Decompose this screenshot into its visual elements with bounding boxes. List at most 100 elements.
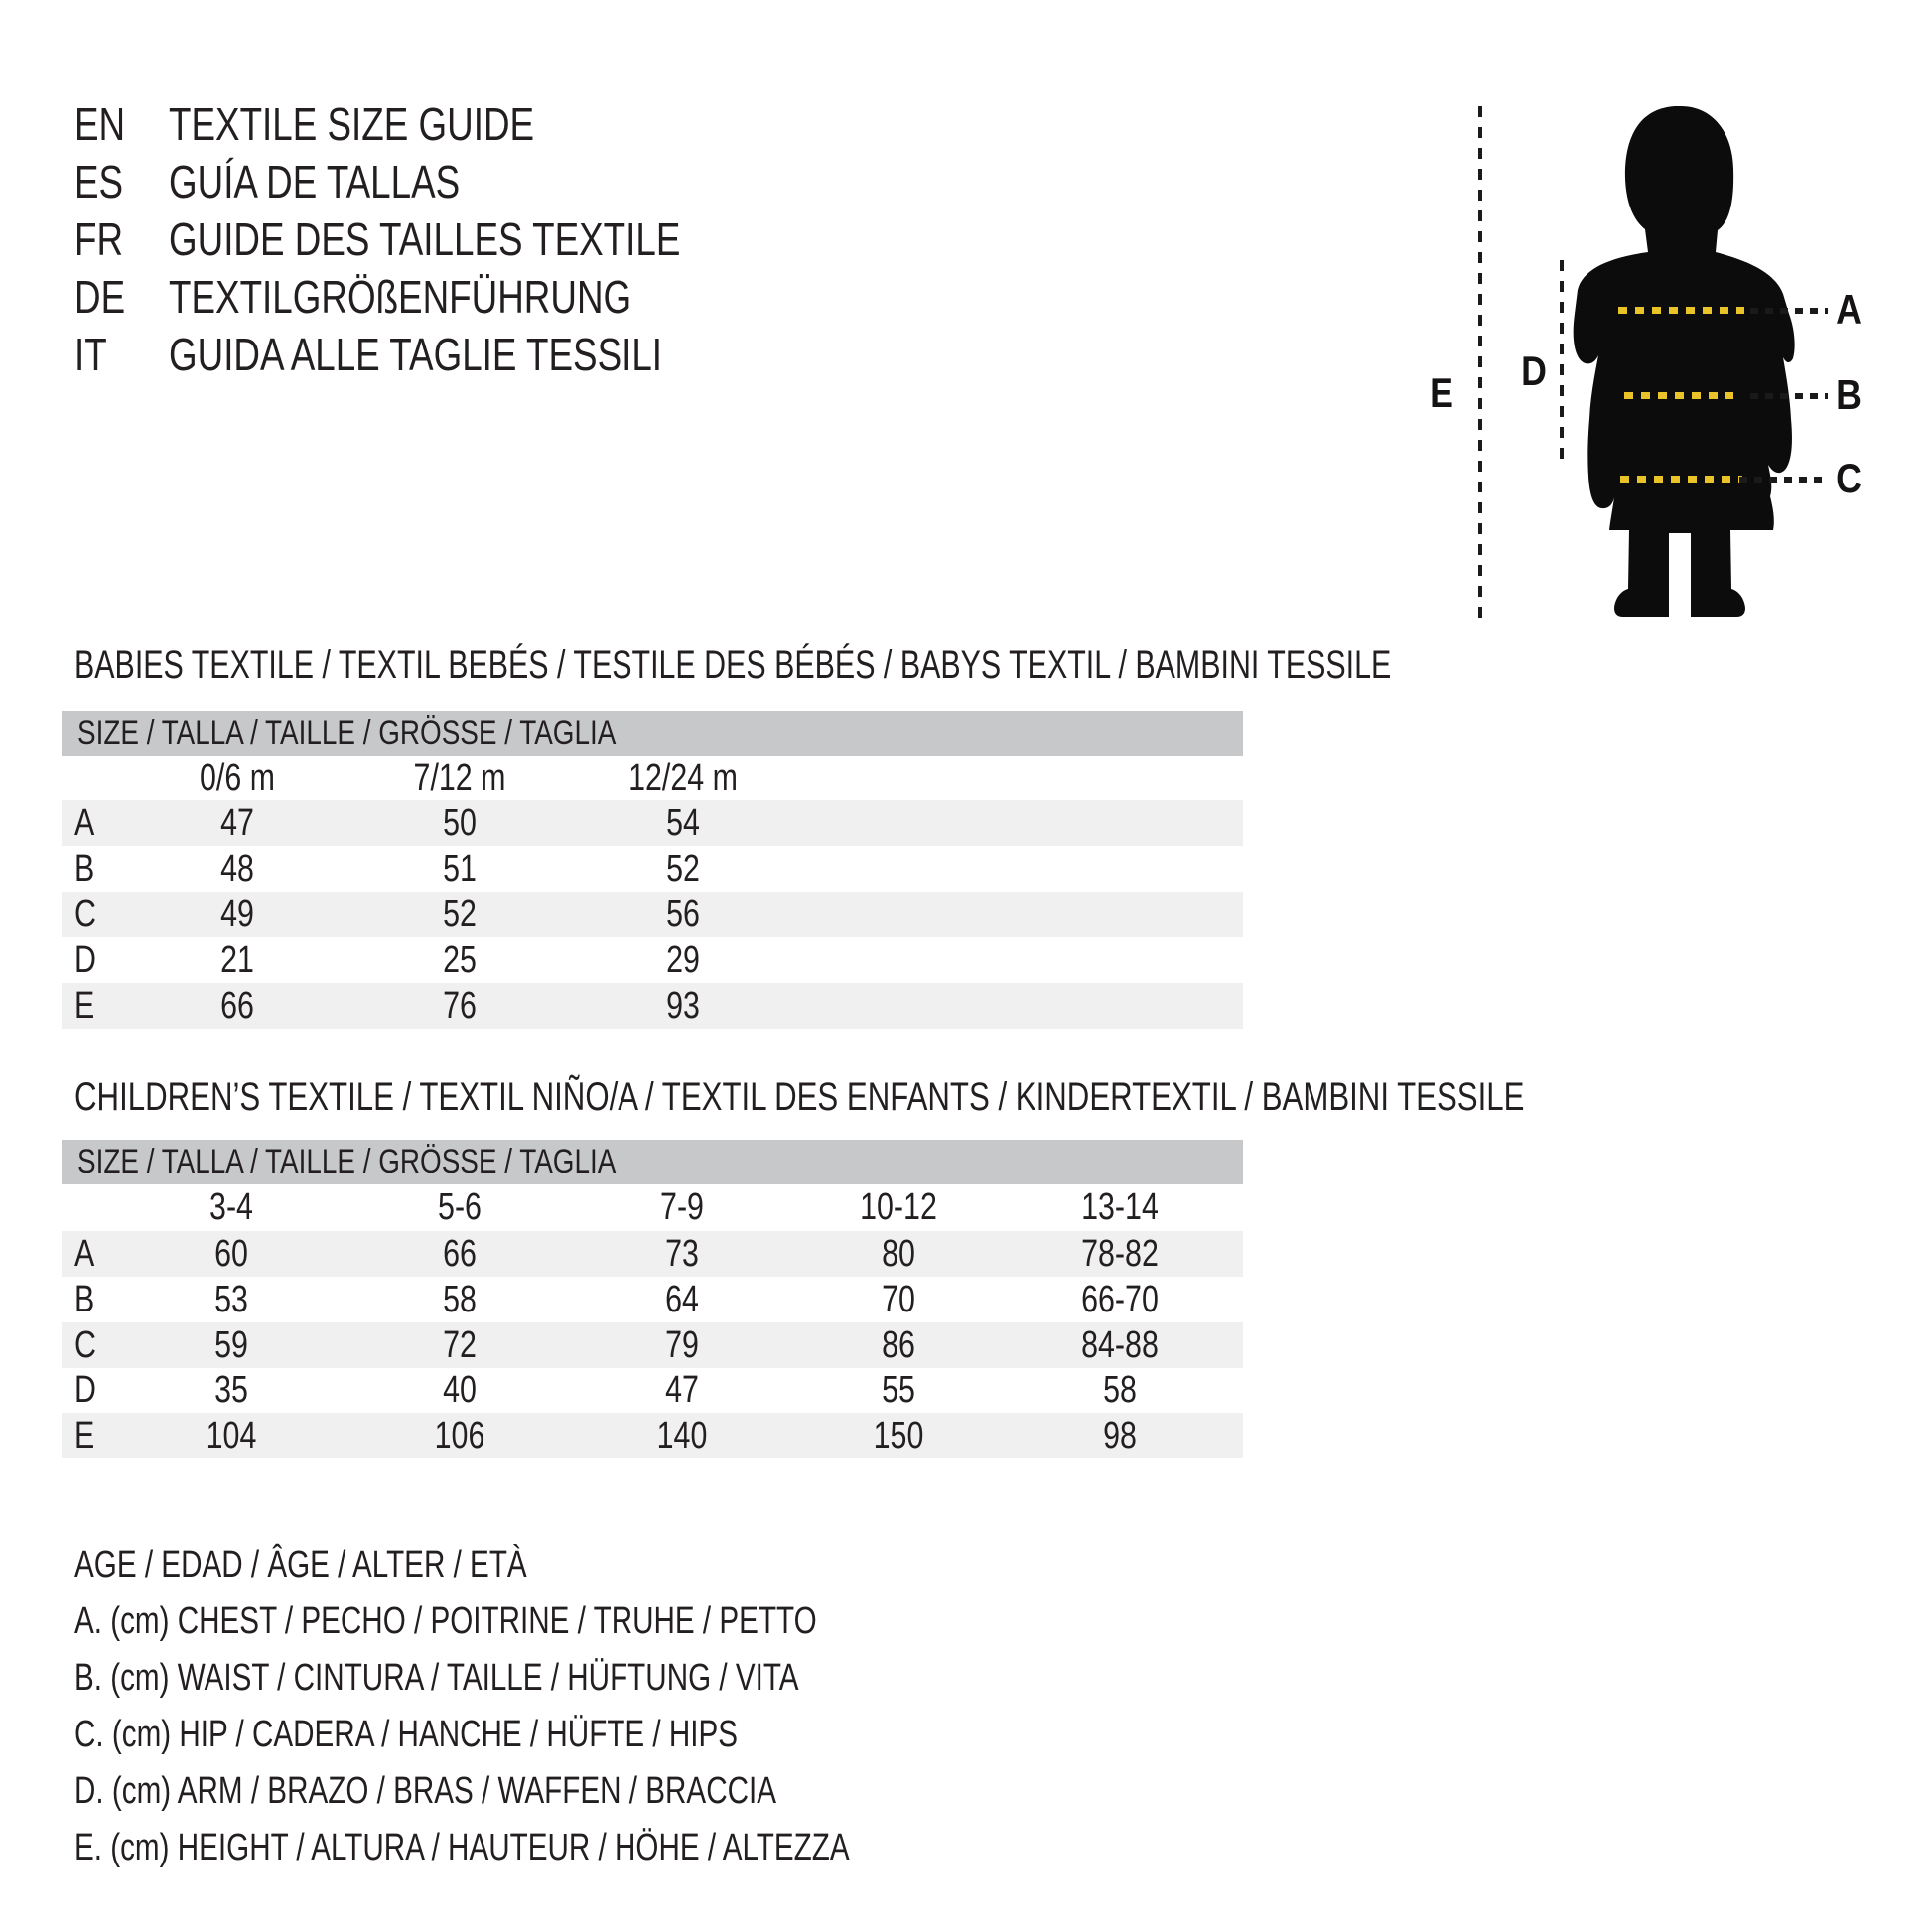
row-label: B [74,1279,95,1320]
guide-title-fr: GUIDE DES TAILLES TEXTILE [169,213,681,265]
marker-label-d: D [1521,347,1547,394]
children-size-bar: SIZE / TALLA / TAILLE / GRÖSSE / TAGLIA [62,1140,1243,1184]
table-value: 78-82 [1081,1233,1159,1275]
table-value: 59 [214,1324,248,1366]
table-value: 49 [220,894,254,935]
language-code: IT [74,329,107,380]
babies-col-7-12m: 7/12 m [413,758,506,799]
table-value: 52 [443,894,477,935]
table-row: A 60 66 73 80 78-82 [62,1231,1243,1277]
waist-leader-line-b [1750,393,1828,399]
table-value: 66 [443,1233,477,1275]
hip-measure-line-c [1620,476,1742,483]
chest-measure-line-a [1618,307,1744,314]
table-value: 58 [443,1279,477,1320]
table-value: 51 [443,848,477,890]
table-value: 40 [443,1369,477,1411]
table-value: 86 [882,1324,915,1366]
table-value: 25 [443,939,477,981]
table-row: E 66 76 93 [62,983,1243,1029]
table-value: 21 [220,939,254,981]
table-value: 56 [666,894,700,935]
legend-arm-line: D. (cm) ARM / BRAZO / BRAS / WAFFEN / BR… [74,1770,777,1812]
babies-size-bar-label: SIZE / TALLA / TAILLE / GRÖSSE / TAGLIA [77,714,617,752]
row-label: D [74,939,96,981]
table-value: 47 [665,1369,699,1411]
table-value: 58 [1103,1369,1137,1411]
table-value: 104 [206,1415,257,1456]
row-label: D [74,1369,96,1411]
row-label: C [74,894,96,935]
children-col-5-6: 5-6 [438,1186,482,1228]
legend-chest-line: A. (cm) CHEST / PECHO / POITRINE / TRUHE… [74,1600,817,1642]
table-value: 79 [665,1324,699,1366]
marker-label-a: A [1836,286,1862,333]
child-silhouette-figure [1573,106,1795,617]
legend-waist-line: B. (cm) WAIST / CINTURA / TAILLE / HÜFTU… [74,1657,799,1699]
row-label: B [74,848,95,890]
table-value: 53 [214,1279,248,1320]
table-row: D 35 40 47 55 58 [62,1367,1243,1413]
children-size-bar-label: SIZE / TALLA / TAILLE / GRÖSSE / TAGLIA [77,1143,617,1180]
children-col-3-4: 3-4 [209,1186,253,1228]
table-value: 52 [666,848,700,890]
guide-title-en: TEXTILE SIZE GUIDE [169,98,535,150]
table-row: D 21 25 29 [62,937,1243,983]
table-value: 72 [443,1324,477,1366]
table-value: 76 [443,985,477,1027]
guide-title-it: GUIDA ALLE TAGLIE TESSILI [169,329,663,380]
marker-label-c: C [1836,455,1862,501]
children-col-7-9: 7-9 [660,1186,704,1228]
table-value: 29 [666,939,700,981]
legend-age-line: AGE / EDAD / ÂGE / ALTER / ETÀ [74,1544,527,1586]
table-value: 84-88 [1081,1324,1159,1366]
guide-title-es: GUÍA DE TALLAS [169,156,461,207]
row-label: E [74,985,95,1027]
table-value: 150 [873,1415,924,1456]
hip-leader-line-c [1739,477,1828,483]
children-col-10-12: 10-12 [860,1186,937,1228]
chest-leader-line-a [1750,308,1828,314]
table-row: A 47 50 54 [62,800,1243,846]
row-label: C [74,1324,96,1366]
legend-hip-line: C. (cm) HIP / CADERA / HANCHE / HÜFTE / … [74,1714,739,1755]
babies-column-header-row: 0/6 m 7/12 m 12/24 m [62,756,1243,801]
table-value: 73 [665,1233,699,1275]
table-value: 47 [220,802,254,844]
babies-section-heading: BABIES TEXTILE / TEXTIL BEBÉS / TESTILE … [74,643,1392,687]
table-value: 48 [220,848,254,890]
table-value: 98 [1103,1415,1137,1456]
table-value: 140 [656,1415,708,1456]
language-code: ES [74,156,124,207]
row-label: A [74,1233,95,1275]
guide-title-de: TEXTILGRÖßENFÜHRUNG [169,271,632,323]
table-row: B 48 51 52 [62,846,1243,892]
marker-label-b: B [1836,371,1862,418]
language-code: DE [74,271,126,323]
table-value: 55 [882,1369,915,1411]
table-row: B 53 58 64 70 66-70 [62,1277,1243,1322]
table-value: 54 [666,802,700,844]
legend-height-line: E. (cm) HEIGHT / ALTURA / HAUTEUR / HÖHE… [74,1827,850,1868]
language-code: EN [74,98,126,150]
table-row: E 104 106 140 150 98 [62,1413,1243,1458]
children-section-heading: CHILDREN’S TEXTILE / TEXTIL NIÑO/A / TEX… [74,1075,1525,1119]
table-value: 66-70 [1081,1279,1159,1320]
children-col-13-14: 13-14 [1081,1186,1159,1228]
table-value: 66 [220,985,254,1027]
table-value: 35 [214,1369,248,1411]
waist-measure-line-b [1624,392,1733,399]
table-value: 60 [214,1233,248,1275]
language-code: FR [74,213,124,265]
arm-measure-line-d [1560,260,1564,469]
table-value: 64 [665,1279,699,1320]
table-row: C 59 72 79 86 84-88 [62,1322,1243,1368]
babies-col-0-6m: 0/6 m [199,758,276,799]
table-value: 70 [882,1279,915,1320]
table-value: 50 [443,802,477,844]
row-label: A [74,802,95,844]
marker-label-e: E [1430,369,1453,416]
height-measure-line-e [1478,106,1482,618]
babies-col-12-24m: 12/24 m [628,758,738,799]
